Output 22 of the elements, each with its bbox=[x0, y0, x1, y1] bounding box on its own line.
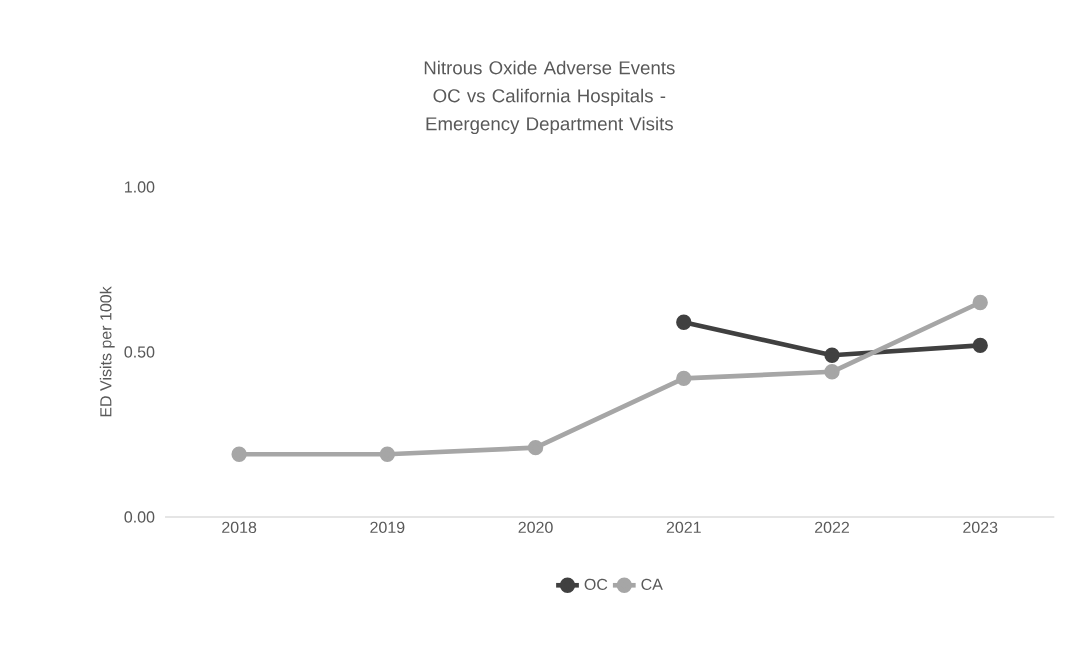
point bbox=[676, 314, 692, 330]
point bbox=[824, 347, 840, 363]
point bbox=[972, 294, 988, 311]
x-tick-label: 2023 bbox=[963, 521, 998, 534]
legend-label: OC bbox=[584, 578, 608, 590]
point bbox=[527, 440, 544, 456]
y-tick-label: 0.00 bbox=[124, 511, 155, 523]
y-tick-label: 1.00 bbox=[125, 181, 155, 193]
point bbox=[379, 446, 396, 462]
x-tick-label: 2018 bbox=[222, 521, 257, 534]
point bbox=[676, 370, 692, 387]
x-tick-label: 2021 bbox=[666, 521, 701, 534]
point bbox=[972, 337, 988, 354]
x-tick-label: 2019 bbox=[370, 521, 405, 534]
point bbox=[231, 446, 247, 462]
legend-label: CA bbox=[641, 578, 663, 590]
y-tick-label: 0.50 bbox=[124, 346, 155, 358]
chart-title: Nitrous Oxide Adverse Events OC vs California Hospitals - Emergency Department Visits bbox=[424, 60, 675, 135]
y-axis-title: ED Visits per 100k bbox=[99, 286, 115, 417]
point bbox=[824, 364, 840, 380]
x-tick-label: 2022 bbox=[815, 521, 849, 534]
x-tick-label: 2020 bbox=[518, 521, 553, 534]
